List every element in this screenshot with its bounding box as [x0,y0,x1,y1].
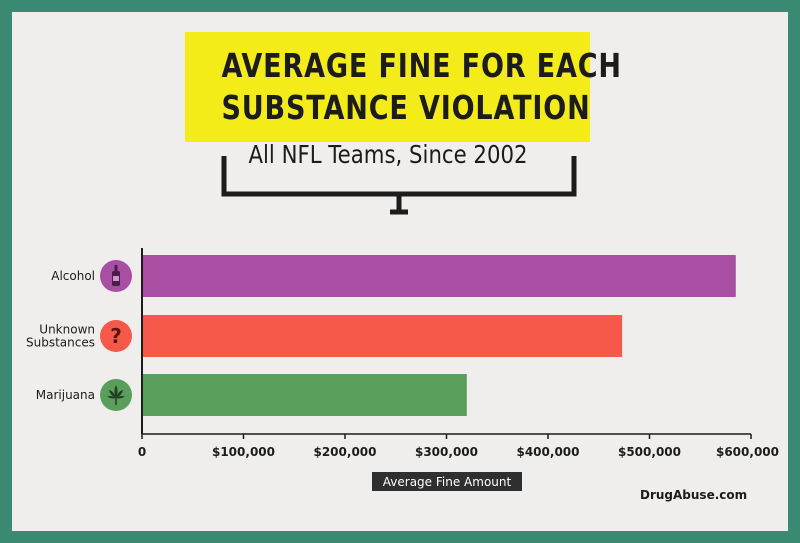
category-label-alcohol: Alcohol [51,269,95,283]
x-tick-label: $100,000 [212,445,275,459]
question-mark-icon: ? [100,320,132,352]
x-tick-label: $500,000 [618,445,681,459]
title-banner: AVERAGE FINE FOR EACH SUBSTANCE VIOLATIO… [185,32,621,142]
bar-unknown-substances [142,315,623,357]
svg-text:?: ? [110,324,122,348]
x-tick-label: $600,000 [716,445,779,459]
cannabis-leaf-icon [100,379,132,411]
x-tick-label: $400,000 [516,445,579,459]
x-tick-label: $200,000 [313,445,376,459]
svg-text:Average Fine Amount: Average Fine Amount [383,475,512,489]
wine-bottle-icon [100,260,132,292]
category-label-marijuana: Marijuana [36,388,95,402]
x-tick-label: 0 [138,445,146,459]
title-line-2: SUBSTANCE VIOLATION [221,88,591,127]
source-credit: DrugAbuse.com [640,488,748,502]
bar-marijuana [142,374,467,416]
x-axis-title: Average Fine Amount [372,472,522,491]
category-label-unknown-substances: Unknown Substances [26,323,95,350]
bar-alcohol [142,255,736,297]
x-tick-label: $300,000 [415,445,478,459]
